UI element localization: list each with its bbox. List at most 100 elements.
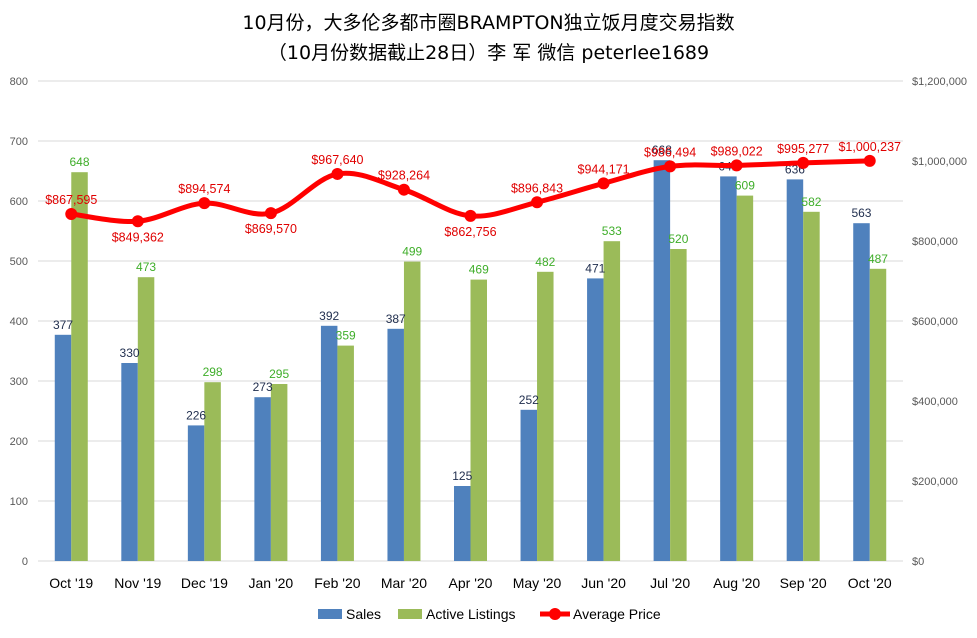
y-left-tick-label: 500 bbox=[10, 256, 28, 268]
average-price-data-label: $944,171 bbox=[578, 162, 630, 176]
active-listings-data-label: 298 bbox=[203, 365, 223, 379]
active-listings-bar bbox=[270, 384, 288, 561]
active-listings-bar bbox=[803, 211, 820, 562]
chart-subtitle: （10月份数据截止28日）李 军 微信 peterlee1689 bbox=[267, 42, 710, 64]
sales-bar bbox=[387, 328, 404, 561]
active-listings-bar bbox=[736, 195, 754, 561]
average-price-marker bbox=[597, 177, 610, 190]
sales-bar bbox=[320, 325, 338, 561]
y-right-tick-label: $400,000 bbox=[912, 396, 958, 408]
y-right-tick-label: $600,000 bbox=[912, 316, 958, 328]
x-category-label: Apr '20 bbox=[449, 575, 493, 591]
sales-bar bbox=[187, 425, 205, 561]
sales-data-label: 377 bbox=[53, 318, 73, 332]
active-listings-bar bbox=[470, 279, 487, 561]
active-listings-data-label: 469 bbox=[469, 263, 489, 277]
average-price-marker bbox=[397, 183, 410, 196]
active-listings-bar bbox=[337, 345, 354, 561]
x-category-label: Jan '20 bbox=[249, 575, 294, 591]
sales-data-label: 668 bbox=[652, 143, 672, 157]
active-listings-data-label: 648 bbox=[70, 155, 90, 169]
active-listings-data-label: 473 bbox=[136, 260, 156, 274]
active-listings-data-label: 482 bbox=[535, 255, 555, 269]
legend-label-average-price: Average Price bbox=[573, 606, 661, 622]
x-category-label: Dec '19 bbox=[181, 575, 228, 591]
sales-bar bbox=[720, 176, 737, 561]
sales-bar bbox=[520, 409, 538, 561]
y-right-tick-label: $800,000 bbox=[912, 236, 958, 248]
average-price-data-label: $928,264 bbox=[378, 169, 430, 183]
average-price-data-label: $986,494 bbox=[644, 145, 696, 159]
average-price-marker bbox=[797, 156, 810, 169]
average-price-data-label: $967,640 bbox=[311, 153, 363, 167]
active-listings-bar bbox=[403, 261, 421, 561]
active-listings-bar bbox=[71, 172, 88, 561]
active-listings-data-label: 520 bbox=[668, 232, 688, 246]
average-price-marker bbox=[664, 160, 677, 173]
active-listings-bar bbox=[603, 241, 621, 561]
sales-data-label: 471 bbox=[585, 261, 605, 275]
active-listings-data-label: 295 bbox=[269, 367, 289, 381]
active-listings-data-label: 582 bbox=[801, 195, 821, 209]
x-category-label: Jun '20 bbox=[581, 575, 626, 591]
x-category-label: Sep '20 bbox=[780, 575, 827, 591]
y-right-tick-label: $0 bbox=[912, 556, 924, 568]
sales-data-label: 252 bbox=[519, 393, 539, 407]
average-price-marker bbox=[331, 167, 344, 180]
active-listings-data-label: 499 bbox=[402, 245, 422, 259]
y-left-tick-label: 700 bbox=[10, 136, 28, 148]
average-price-marker bbox=[65, 207, 78, 220]
sales-bar bbox=[853, 223, 870, 561]
sales-bar bbox=[121, 363, 138, 561]
average-price-data-label: $995,277 bbox=[777, 142, 829, 156]
average-price-data-label: $862,756 bbox=[444, 225, 496, 239]
active-listings-bar bbox=[137, 277, 155, 561]
sales-data-label: 125 bbox=[452, 469, 472, 483]
legend-swatch-sales bbox=[318, 609, 342, 619]
legend-swatch-active-listings bbox=[398, 609, 422, 619]
average-price-marker bbox=[264, 207, 277, 220]
x-category-label: Feb '20 bbox=[314, 575, 360, 591]
x-category-label: Aug '20 bbox=[713, 575, 760, 591]
average-price-data-label: $867,595 bbox=[45, 193, 97, 207]
sales-data-label: 226 bbox=[186, 408, 206, 422]
sales-data-label: 387 bbox=[386, 312, 406, 326]
sales-bar bbox=[54, 334, 72, 561]
average-price-data-label: $989,022 bbox=[711, 144, 763, 158]
average-price-marker bbox=[863, 154, 876, 167]
sales-data-label: 273 bbox=[253, 380, 273, 394]
x-category-label: Oct '20 bbox=[848, 575, 892, 591]
average-price-data-label: $849,362 bbox=[112, 230, 164, 244]
active-listings-data-label: 359 bbox=[336, 329, 356, 343]
legend-label-sales: Sales bbox=[346, 606, 381, 622]
y-left-tick-label: 200 bbox=[10, 436, 28, 448]
x-category-label: May '20 bbox=[513, 575, 562, 591]
average-price-data-label: $1,000,237 bbox=[838, 140, 901, 154]
y-left-tick-label: 0 bbox=[22, 556, 28, 568]
x-category-label: Nov '19 bbox=[114, 575, 161, 591]
y-right-tick-label: $200,000 bbox=[912, 476, 958, 488]
y-right-tick-label: $1,000,000 bbox=[912, 156, 967, 168]
sales-bar bbox=[786, 179, 804, 561]
x-category-label: Oct '19 bbox=[49, 575, 93, 591]
active-listings-bar bbox=[537, 271, 554, 561]
y-right-tick-label: $1,200,000 bbox=[912, 76, 967, 88]
sales-data-label: 392 bbox=[319, 309, 339, 323]
sales-bar bbox=[587, 278, 604, 561]
y-left-tick-label: 400 bbox=[10, 316, 28, 328]
sales-data-label: 330 bbox=[120, 346, 140, 360]
x-category-label: Jul '20 bbox=[650, 575, 690, 591]
y-left-tick-label: 600 bbox=[10, 196, 28, 208]
sales-bar bbox=[454, 486, 471, 561]
sales-data-label: 563 bbox=[851, 206, 871, 220]
active-listings-bar bbox=[869, 268, 887, 561]
y-left-tick-label: 100 bbox=[10, 496, 28, 508]
legend-marker-average-price bbox=[549, 608, 561, 620]
chart-title: 10月份，大多伦多都市圈BRAMPTON独立饭月度交易指数 bbox=[242, 12, 735, 34]
average-price-marker bbox=[464, 209, 477, 222]
sales-bar bbox=[254, 397, 271, 561]
active-listings-bar bbox=[204, 382, 221, 561]
average-price-data-label: $896,843 bbox=[511, 181, 563, 195]
average-price-data-label: $894,574 bbox=[178, 182, 230, 196]
